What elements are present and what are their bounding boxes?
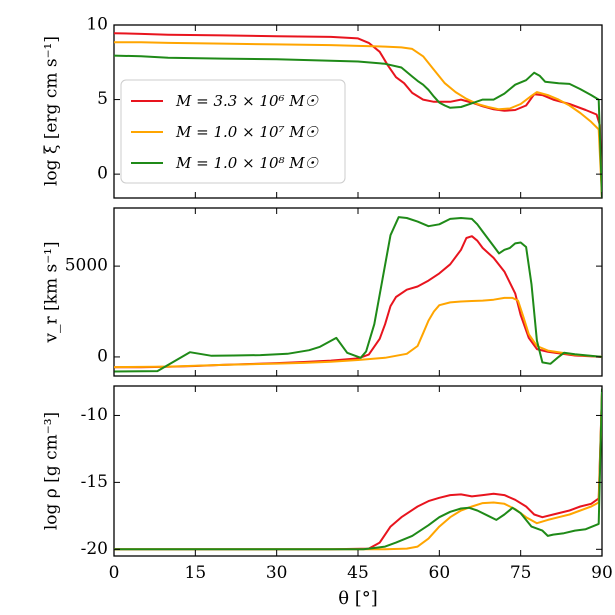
panel-frame [113,207,603,377]
y-tick-label: 5000 [65,256,108,276]
legend: M = 3.3 × 10⁶ M☉ M = 1.0 × 10⁷ M☉ M = 1.… [120,79,346,184]
series-layer [114,32,602,198]
panel-density: 0 15 30 45 60 75 90 -20 -15 -10 log ρ [g cm⁻³] θ … [42,385,613,609]
y-tick-label: 0 [97,164,108,184]
series-m-1e8-line [114,388,602,551]
series-m-1e8-line [114,54,602,198]
series-m-1e7-line [114,296,602,369]
series-m-3p3e6-line [114,235,602,369]
y-tick-label: 10 [86,15,108,35]
x-tick-label: 90 [591,563,613,583]
series-m-1e7-line [114,41,602,198]
panel-ionization: 0 5 10 log ξ [erg cm s⁻¹] M = 3.3 × 10⁶ M☉… [42,15,603,199]
y-tick-label: 5 [97,89,108,109]
y-tick-label: -15 [81,472,108,492]
y-axis-label: log ρ [g cm⁻³] [42,412,62,530]
legend-entry-2: M = 1.0 × 10⁷ M☉ [175,123,319,141]
x-tick-label: 45 [347,563,369,583]
panel-frame [113,385,603,557]
legend-box [120,79,346,184]
x-axis-label: θ [°] [338,588,378,609]
panel-radial-velocity: 0 5000 v_r [km s⁻¹] [42,207,603,377]
series-layer [114,216,602,373]
x-tick-label: 15 [185,563,207,583]
series-layer [114,388,602,551]
x-tick-label: 30 [266,563,288,583]
legend-entry-1: M = 3.3 × 10⁶ M☉ [175,92,319,110]
series-m-3p3e6-line [114,392,602,551]
x-tick-label: 0 [109,563,120,583]
y-tick-label: 0 [97,346,108,366]
series-m-1e7-line [114,392,602,551]
y-tick-label: -10 [81,405,108,425]
series-m-3p3e6-line [114,32,602,198]
y-axis-label: log ξ [erg cm s⁻¹] [42,36,62,186]
x-tick-label: 75 [510,563,532,583]
legend-entry-3: M = 1.0 × 10⁸ M☉ [175,154,319,172]
tick-layer: 0 5000 [65,208,603,376]
y-tick-label: -20 [81,539,108,559]
x-tick-label: 60 [429,563,451,583]
series-m-1e8-line [114,216,602,373]
tick-layer: 0 15 30 45 60 75 90 -20 -15 -10 [81,386,613,583]
y-axis-label: v_r [km s⁻¹] [42,241,62,343]
tick-layer: 0 5 10 [86,15,603,198]
